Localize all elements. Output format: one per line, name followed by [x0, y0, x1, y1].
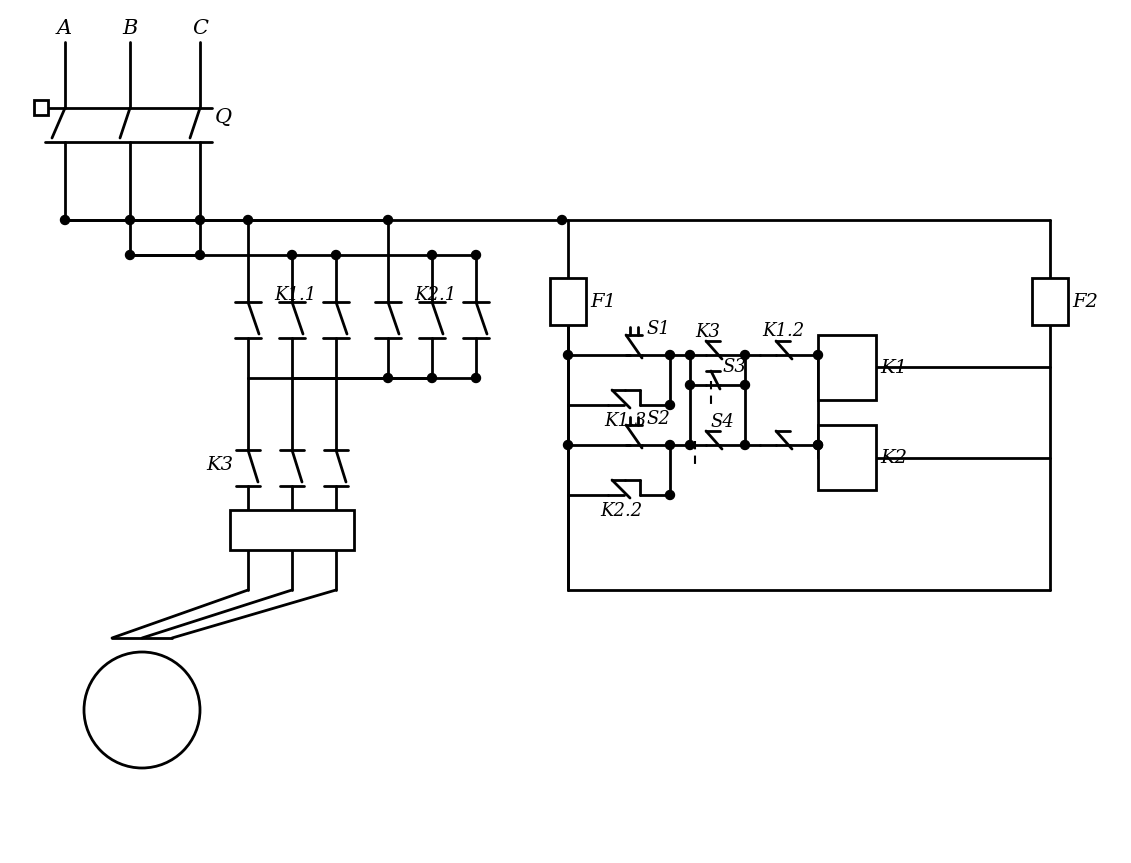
Text: F2: F2 — [1072, 293, 1098, 311]
Text: K1.2: K1.2 — [762, 322, 804, 340]
Circle shape — [813, 440, 822, 450]
Circle shape — [685, 350, 694, 360]
Circle shape — [196, 216, 205, 224]
Text: K3: K3 — [696, 323, 720, 341]
Circle shape — [665, 490, 674, 500]
Circle shape — [741, 440, 750, 450]
Circle shape — [665, 400, 674, 410]
Circle shape — [741, 381, 750, 389]
Circle shape — [813, 350, 822, 360]
Circle shape — [558, 216, 567, 224]
Circle shape — [563, 350, 572, 360]
Text: C: C — [192, 18, 208, 37]
Text: F1: F1 — [590, 293, 616, 311]
Circle shape — [84, 652, 200, 768]
Text: S2: S2 — [646, 410, 670, 428]
Circle shape — [428, 250, 437, 260]
Circle shape — [287, 250, 296, 260]
Bar — [550, 278, 586, 325]
Circle shape — [428, 374, 437, 382]
Circle shape — [126, 216, 135, 224]
Circle shape — [472, 374, 481, 382]
Bar — [1031, 278, 1068, 325]
Text: K1.3: K1.3 — [604, 412, 646, 430]
Circle shape — [685, 440, 694, 450]
Circle shape — [383, 374, 392, 382]
Circle shape — [665, 350, 674, 360]
Bar — [818, 335, 877, 400]
Circle shape — [472, 250, 481, 260]
Bar — [818, 425, 877, 490]
Circle shape — [665, 440, 674, 450]
Circle shape — [685, 381, 694, 389]
Text: K1: K1 — [880, 358, 907, 376]
Text: S1: S1 — [646, 320, 670, 338]
Text: K2.2: K2.2 — [601, 502, 642, 520]
Text: M: M — [130, 701, 154, 723]
Text: B: B — [122, 18, 137, 37]
Text: Q: Q — [215, 109, 232, 128]
Text: K2.1: K2.1 — [414, 286, 456, 304]
Text: A: A — [57, 18, 72, 37]
Text: K2: K2 — [880, 449, 907, 467]
Text: S4: S4 — [710, 413, 734, 431]
Bar — [34, 100, 48, 115]
Circle shape — [741, 350, 750, 360]
Circle shape — [243, 216, 252, 224]
Circle shape — [563, 440, 572, 450]
Bar — [230, 510, 354, 550]
Circle shape — [813, 440, 822, 450]
Circle shape — [60, 216, 69, 224]
Circle shape — [126, 250, 135, 260]
Text: S3: S3 — [722, 358, 745, 376]
Text: K3: K3 — [206, 456, 233, 474]
Circle shape — [383, 216, 392, 224]
Text: K1.1: K1.1 — [274, 286, 317, 304]
Circle shape — [331, 250, 340, 260]
Circle shape — [196, 250, 205, 260]
